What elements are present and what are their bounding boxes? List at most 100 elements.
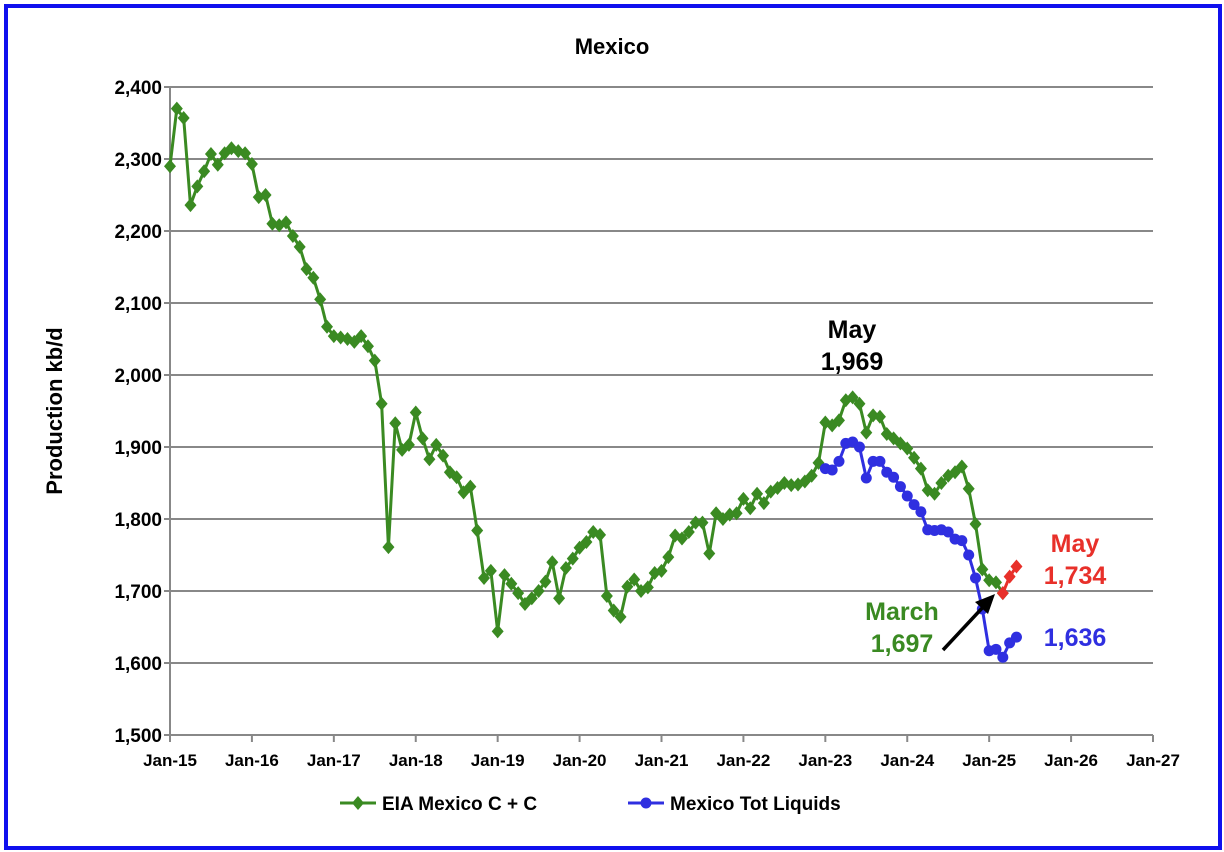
- data-point: [976, 562, 989, 577]
- data-point: [239, 146, 252, 161]
- x-tick-label: Jan-26: [1044, 751, 1098, 770]
- y-tick-label: 2,200: [114, 222, 162, 243]
- data-point: [355, 329, 368, 344]
- data-point: [566, 551, 579, 566]
- annotation-label: 1,969: [821, 348, 884, 376]
- data-point: [1010, 559, 1023, 574]
- data-point: [478, 571, 491, 586]
- data-point: [860, 425, 873, 440]
- data-point: [990, 643, 1002, 655]
- data-point: [1010, 631, 1022, 643]
- data-point: [696, 515, 709, 530]
- data-point: [655, 563, 668, 578]
- annotation-label: May: [1051, 530, 1100, 558]
- data-point: [874, 455, 886, 467]
- data-point: [280, 215, 293, 230]
- data-point: [259, 188, 272, 202]
- data-point: [594, 527, 607, 542]
- annotation-label: 1,636: [1044, 624, 1107, 652]
- y-tick-label: 1,500: [114, 726, 162, 747]
- data-point: [471, 523, 484, 538]
- data-point: [211, 157, 224, 172]
- data-point: [437, 448, 450, 463]
- data-point: [245, 157, 258, 172]
- annotation-arrow: [941, 603, 987, 652]
- data-point: [915, 506, 927, 518]
- data-point: [853, 441, 865, 453]
- data-point: [382, 540, 395, 555]
- data-point: [928, 486, 941, 501]
- chart-title: Mexico: [575, 34, 650, 59]
- y-tick-label: 2,100: [114, 294, 162, 315]
- data-point: [300, 262, 313, 277]
- data-point: [737, 491, 750, 506]
- data-point: [498, 568, 511, 583]
- data-point: [321, 319, 334, 334]
- data-point: [860, 472, 872, 484]
- legend-marker: [352, 796, 364, 810]
- data-point: [703, 546, 716, 561]
- chart-frame: [4, 4, 1222, 850]
- data-point: [600, 589, 613, 604]
- y-tick-label: 2,300: [114, 150, 162, 171]
- x-tick-label: Jan-19: [471, 751, 525, 770]
- data-point: [628, 572, 641, 587]
- data-point: [846, 390, 859, 405]
- data-point: [389, 416, 402, 431]
- data-point: [757, 496, 770, 511]
- x-tick-label: Jan-20: [553, 751, 607, 770]
- data-point: [580, 535, 593, 550]
- data-point: [505, 576, 518, 591]
- data-point: [361, 339, 374, 354]
- data-point: [375, 396, 388, 411]
- legend-marker: [640, 797, 652, 809]
- x-tick-label: Jan-21: [635, 751, 689, 770]
- data-point: [198, 164, 211, 179]
- data-point: [621, 579, 634, 594]
- annotation-label: March: [865, 598, 939, 626]
- legend-label: Mexico Tot Liquids: [670, 794, 841, 815]
- data-point: [942, 526, 954, 538]
- legend-label: EIA Mexico C + C: [382, 794, 537, 815]
- data-point: [164, 159, 176, 174]
- x-tick-label: Jan-27: [1126, 751, 1180, 770]
- data-point: [525, 591, 538, 606]
- data-point: [888, 471, 900, 483]
- data-point: [682, 524, 695, 539]
- x-tick-label: Jan-22: [716, 751, 770, 770]
- data-point: [935, 476, 948, 490]
- data-point: [956, 535, 968, 547]
- data-point: [873, 409, 886, 424]
- data-point: [914, 461, 927, 476]
- data-point: [908, 499, 920, 511]
- data-point: [689, 515, 702, 530]
- data-point: [908, 450, 921, 465]
- data-point: [532, 584, 545, 598]
- arrow-head-icon: [975, 594, 995, 614]
- data-point: [450, 470, 463, 485]
- x-tick-label: Jan-17: [307, 751, 361, 770]
- data-point: [989, 575, 1002, 590]
- y-tick-label: 1,800: [114, 510, 162, 531]
- y-tick-label: 2,000: [114, 366, 162, 387]
- data-point: [751, 486, 764, 501]
- data-point: [464, 479, 477, 494]
- data-point: [641, 580, 654, 595]
- data-point: [970, 572, 982, 584]
- y-tick-label: 2,400: [114, 78, 162, 99]
- data-point: [286, 229, 299, 244]
- data-point: [730, 506, 743, 521]
- x-tick-label: Jan-18: [389, 751, 443, 770]
- data-point: [546, 555, 559, 570]
- data-point: [402, 437, 415, 452]
- data-point: [969, 517, 982, 532]
- y-tick-label: 1,700: [114, 582, 162, 603]
- data-point: [368, 353, 381, 368]
- data-point: [423, 452, 436, 467]
- data-point: [955, 459, 968, 474]
- data-point: [307, 270, 320, 285]
- data-point: [805, 468, 818, 483]
- data-point: [409, 405, 422, 420]
- data-point: [614, 609, 627, 624]
- annotation-label: May: [828, 316, 877, 344]
